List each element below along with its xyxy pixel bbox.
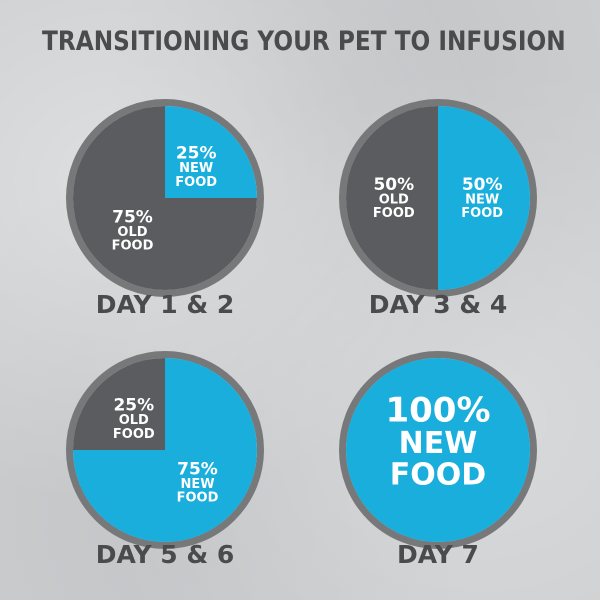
day-caption: DAY 3 & 4: [369, 290, 508, 319]
pie-chart-day-7: 100% NEW FOOD DAY 7: [339, 351, 537, 569]
pie-label-new-food: 100% NEW FOOD: [385, 390, 490, 492]
pie-label-old-food: 75% OLD FOOD: [112, 207, 154, 253]
pie-label-text: FOOD: [390, 457, 486, 492]
pie-label-text: NEW: [399, 426, 478, 461]
pie-label-text: OLD: [119, 413, 149, 428]
pie-slice-new-food: [346, 358, 530, 542]
pie-ring: [339, 99, 537, 297]
pie-label-text: OLD: [379, 192, 409, 207]
day-caption: DAY 1 & 2: [96, 290, 235, 319]
pie-label-percent: 50%: [373, 175, 414, 195]
pie-label-percent: 75%: [112, 207, 153, 227]
pie-ring: [66, 351, 264, 549]
pie-label-text: NEW: [180, 477, 214, 492]
pie-label-text: FOOD: [177, 491, 219, 506]
pie-ring: [339, 351, 537, 549]
pie-slice-new-food: [165, 106, 257, 198]
pie-slice-old-food: [73, 106, 257, 290]
pie-ring: [66, 99, 264, 297]
day-caption: DAY 5 & 6: [96, 540, 235, 569]
pie-label-old-food: 50% OLD FOOD: [373, 175, 415, 221]
pie-label-percent: 100%: [385, 390, 490, 430]
pie-slice-old-food: [73, 358, 165, 450]
pie-label-old-food: 25% OLD FOOD: [113, 396, 155, 442]
page-title: TRANSITIONING YOUR PET TO INFUSION: [42, 26, 566, 57]
pie-label-text: FOOD: [461, 206, 503, 221]
pie-label-text: FOOD: [175, 175, 217, 190]
pie-label-text: FOOD: [113, 427, 155, 442]
pie-label-new-food: 50% NEW FOOD: [461, 175, 503, 221]
pie-label-percent: 75%: [177, 459, 218, 479]
pie-label-text: FOOD: [373, 206, 415, 221]
pie-label-percent: 50%: [462, 175, 503, 195]
pie-label-new-food: 75% NEW FOOD: [177, 459, 219, 505]
pie-label-new-food: 25% NEW FOOD: [175, 144, 217, 190]
pie-label-text: NEW: [179, 161, 213, 176]
pie-label-text: OLD: [117, 225, 147, 240]
day-caption: DAY 7: [397, 540, 479, 569]
pie-label-text: NEW: [465, 192, 499, 207]
pie-slice-old-food: [346, 106, 438, 290]
pie-slice-new-food: [438, 106, 530, 290]
pie-label-text: FOOD: [112, 239, 154, 254]
pie-label-percent: 25%: [113, 396, 154, 416]
pie-label-percent: 25%: [176, 144, 217, 164]
